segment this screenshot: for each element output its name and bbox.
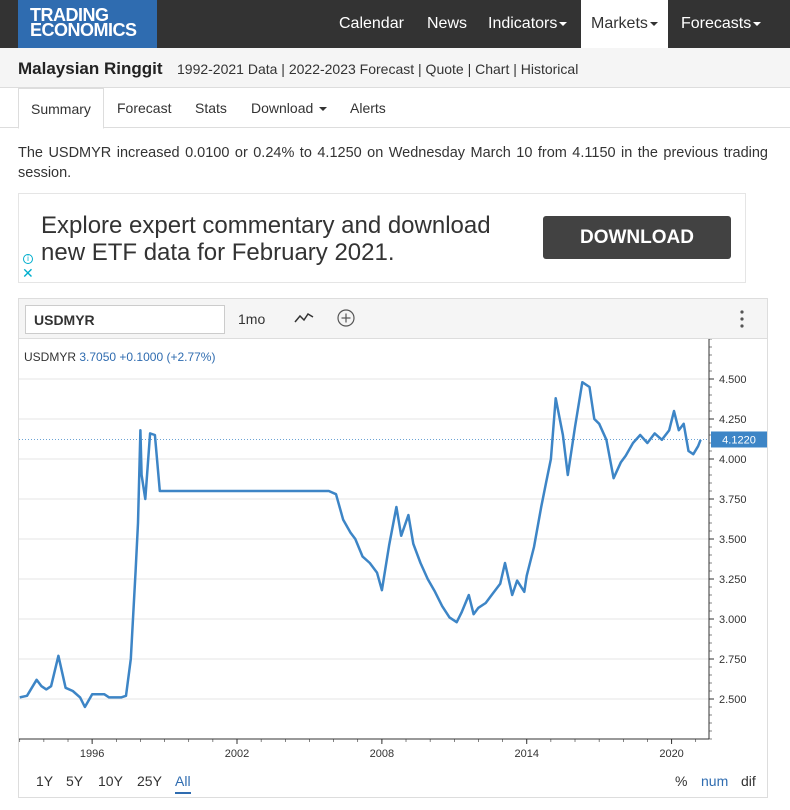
brand-line1: TRADING <box>30 5 109 25</box>
brand-logo[interactable]: TRADING ECONOMICS <box>18 0 157 48</box>
caret-down-icon <box>559 21 568 26</box>
ad-info-icon[interactable]: i <box>23 254 33 264</box>
chart-toolbar: 1mo <box>19 299 767 339</box>
nav-news[interactable]: News <box>427 0 467 48</box>
ad-banner[interactable]: Explore expert commentary and download n… <box>18 193 746 283</box>
nav-markets-label: Markets <box>591 15 648 32</box>
nav-news-label: News <box>427 15 468 32</box>
y-tick-label: 2.500 <box>719 694 747 706</box>
x-tick-label: 2008 <box>370 748 394 760</box>
y-tick-label: 3.500 <box>719 534 747 546</box>
legend-change: +0.1000 (+2.77%) <box>119 350 216 364</box>
tab-summary[interactable]: Summary <box>18 88 104 129</box>
chart-container: 1mo USDMYR 3.7050 +0.1000 (+2.77%) 2.500… <box>18 298 768 798</box>
range-5y[interactable]: 5Y <box>66 773 84 789</box>
tab-bar: Summary Forecast Stats Download Alerts <box>0 88 790 129</box>
last-value-label: 4.1220 <box>722 434 756 446</box>
y-tick-label: 4.500 <box>719 374 747 386</box>
line-chart-icon[interactable] <box>294 310 314 326</box>
usdmyr-line-chart[interactable]: 2.500 2.750 3.000 3.250 3.500 3.750 4.000 4.250… <box>19 339 767 764</box>
symbol-input[interactable] <box>25 305 225 334</box>
tab-alerts[interactable]: Alerts <box>350 88 386 128</box>
tab-stats-label: Stats <box>195 100 227 116</box>
tab-download[interactable]: Download <box>251 88 328 128</box>
caret-down-icon <box>649 21 658 26</box>
add-circle-icon[interactable] <box>337 309 355 327</box>
tab-forecast[interactable]: Forecast <box>117 88 171 128</box>
more-vertical-icon[interactable] <box>739 309 745 329</box>
nav-forecasts-label: Forecasts <box>681 15 752 32</box>
chart-legend: USDMYR 3.7050 +0.1000 (+2.77%) <box>24 350 215 364</box>
mode-percent[interactable]: % <box>675 773 688 789</box>
legend-symbol: USDMYR <box>24 350 77 364</box>
series-line-usdmyr <box>19 380 702 709</box>
nav-calendar-label: Calendar <box>339 15 404 32</box>
page-links[interactable]: 1992-2021 Data | 2022-2023 Forecast | Qu… <box>177 61 579 77</box>
ad-download-button[interactable]: DOWNLOAD <box>543 216 731 259</box>
nav-indicators[interactable]: Indicators <box>488 0 568 48</box>
caret-down-icon <box>319 107 328 112</box>
range-all[interactable]: All <box>175 773 191 794</box>
y-tick-label: 4.250 <box>719 414 747 426</box>
y-tick-label: 2.750 <box>719 654 747 666</box>
x-tick-label: 2014 <box>514 748 538 760</box>
x-tick-label: 1996 <box>80 748 104 760</box>
ad-text-line2: new ETF data for February 2021. <box>41 239 395 266</box>
ad-close-icon[interactable]: ✕ <box>22 265 34 281</box>
range-25y[interactable]: 25Y <box>137 773 162 789</box>
title-bar: Malaysian Ringgit 1992-2021 Data | 2022-… <box>0 48 790 88</box>
ad-text: Explore expert commentary and download n… <box>41 212 491 266</box>
page-title: Malaysian Ringgit <box>18 59 163 78</box>
tab-summary-label: Summary <box>31 101 91 117</box>
legend-value: 3.7050 <box>79 350 117 364</box>
ad-text-line1: Explore expert commentary and download <box>41 212 491 239</box>
tab-alerts-label: Alerts <box>350 100 386 116</box>
summary-description: The USDMYR increased 0.0100 or 0.24% to … <box>18 145 768 181</box>
y-tick-label: 3.000 <box>719 614 747 626</box>
nav-markets[interactable]: Markets <box>581 0 668 48</box>
y-tick-label: 3.250 <box>719 574 747 586</box>
mode-dif[interactable]: dif <box>741 773 756 789</box>
last-value-badge <box>711 431 767 448</box>
brand-line2: ECONOMICS <box>30 20 137 40</box>
x-tick-label: 2002 <box>225 748 249 760</box>
range-1y[interactable]: 1Y <box>36 773 54 789</box>
mode-num[interactable]: num <box>701 773 729 789</box>
range-button[interactable]: 1mo <box>238 311 266 327</box>
nav-indicators-label: Indicators <box>488 15 558 32</box>
tab-stats[interactable]: Stats <box>195 88 227 128</box>
tab-download-label: Download <box>251 100 314 116</box>
y-tick-label: 4.000 <box>719 454 747 466</box>
tab-forecast-label: Forecast <box>117 100 172 116</box>
range-10y[interactable]: 10Y <box>98 773 123 789</box>
top-navbar: TRADING ECONOMICS Calendar News Indicato… <box>0 0 790 48</box>
caret-down-icon <box>753 21 762 26</box>
nav-forecasts[interactable]: Forecasts <box>681 0 762 48</box>
y-tick-label: 3.750 <box>719 494 747 506</box>
x-tick-label: 2020 <box>659 748 683 760</box>
nav-calendar[interactable]: Calendar <box>339 0 404 48</box>
